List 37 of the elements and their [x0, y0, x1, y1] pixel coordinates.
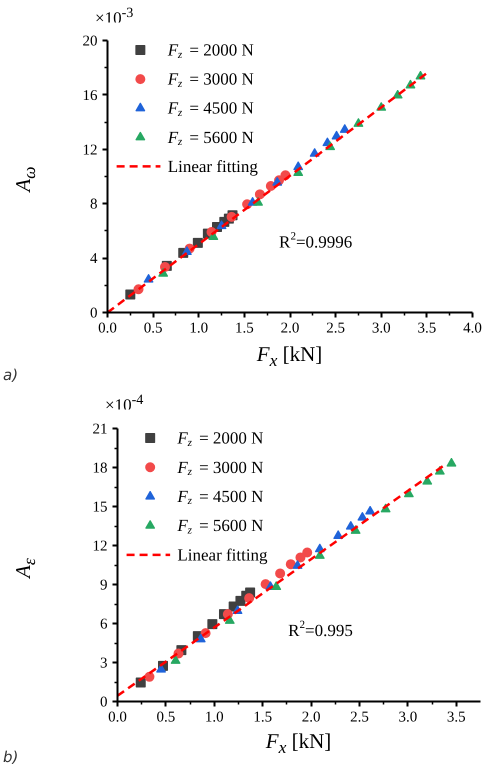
y-tick-label: 6 [100, 616, 108, 632]
y-tick-label: 9 [100, 578, 108, 594]
x-tick-label: 0.0 [98, 320, 117, 336]
y-tick-label: 12 [92, 538, 108, 554]
legend-label: Linear fitting [177, 545, 268, 564]
x-tick-label: 3.5 [418, 320, 436, 336]
x-tick-label: 0.5 [156, 710, 176, 726]
y-tick-label: 8 [90, 196, 98, 213]
x-tick-label: 3.0 [398, 710, 418, 726]
x-tick-label: 4.0 [463, 320, 482, 336]
y-tick-label: 21 [92, 422, 108, 438]
y-tick-label: 15 [92, 500, 108, 516]
y-tick-label: 20 [82, 34, 98, 50]
x-tick-label: 2.5 [326, 320, 345, 336]
y-tick-label: 4 [90, 251, 98, 268]
x-tick-label: 2.5 [350, 710, 369, 726]
x-tick-label: 1.0 [189, 320, 208, 336]
x-tick-label: 3.0 [372, 320, 391, 336]
x-tick-label: 3.5 [446, 710, 466, 726]
x-axis-title: F$_{x}$ [kN] [256, 342, 324, 372]
x-tick-label: 1.5 [235, 320, 254, 336]
y-tick-label: 0 [100, 694, 108, 710]
x-tick-label: 2.0 [302, 710, 320, 726]
y-tick-label: 16 [82, 88, 98, 104]
y-tick-label: 12 [82, 142, 98, 158]
x-tick-label: 0.5 [144, 320, 162, 336]
x-tick-label: 0.0 [108, 710, 127, 726]
y-tick-label: 3 [100, 656, 108, 672]
x-tick-label: 1.5 [253, 710, 272, 726]
legend-label: Linear fitting [168, 156, 258, 176]
text: b) [2, 747, 18, 768]
text: a) [2, 365, 18, 386]
x-axis-title: F$_{x}$ [kN] [264, 729, 332, 760]
x-tick-label: 1.0 [204, 710, 224, 726]
y-tick-label: 0 [90, 306, 98, 322]
y-tick-label: 18 [92, 460, 108, 476]
x-tick-label: 2.0 [280, 320, 300, 336]
